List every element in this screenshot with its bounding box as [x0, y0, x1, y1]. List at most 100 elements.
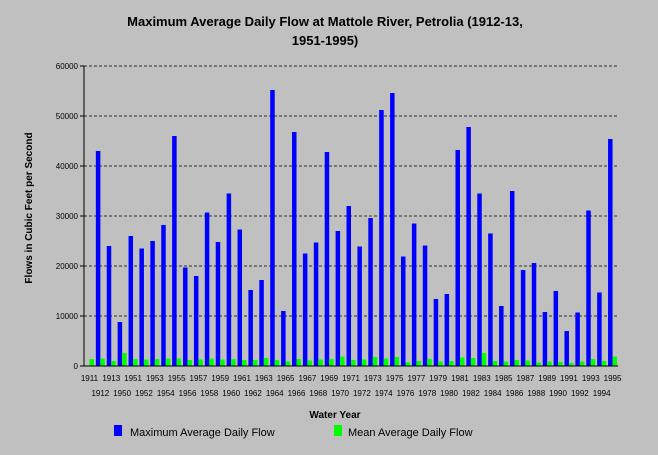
bar-max-1973-26: [368, 218, 373, 366]
bar-mean-1973-26: [372, 357, 378, 366]
bar-mean-1954-7: [165, 358, 171, 366]
bar-max-1958-11: [204, 212, 210, 366]
bar-max-1967-20: [302, 253, 308, 366]
bar-max-1976-29: [400, 256, 406, 366]
x-tick-label-1960: 1960: [222, 389, 240, 398]
bar-mean-1950-3: [122, 353, 127, 366]
bar-max-1961-14: [237, 229, 243, 366]
bar-mean-1911-0: [89, 359, 94, 366]
bar-mean-1988-41: [536, 362, 541, 366]
bar-max-1966-19: [292, 132, 297, 366]
x-tick-label-1976: 1976: [397, 389, 415, 398]
bar-mean-1979-32: [438, 361, 443, 366]
y-axis-label: Flows in Cubic Feet per Second: [24, 132, 35, 283]
bar-mean-1976-29: [405, 362, 410, 366]
y-tick-labels: 0 10000 20000 30000 40000 50000 60000: [56, 62, 84, 371]
bar-max-1955-8: [172, 136, 177, 366]
bar-mean-1952-5: [143, 359, 149, 366]
bar-mean-1983-36: [481, 353, 487, 366]
bar-mean-1961-14: [242, 360, 247, 366]
x-tick-label-1988: 1988: [527, 389, 545, 398]
bar-max-1954-7: [161, 225, 166, 366]
x-tick-label-1975: 1975: [386, 374, 404, 383]
bar-max-1964-17: [270, 90, 275, 366]
bar-max-1977-30: [411, 223, 417, 366]
bar-mean-1967-20: [307, 360, 312, 366]
bars-layer: [89, 90, 618, 366]
bar-max-1979-32: [433, 299, 439, 366]
x-tick-label-1961: 1961: [233, 374, 251, 383]
bar-mean-1994-47: [601, 361, 607, 366]
bar-mean-1984-37: [492, 361, 498, 366]
x-tick-label-1959: 1959: [211, 374, 229, 383]
x-tick-label-1967: 1967: [299, 374, 317, 383]
bar-max-1981-34: [455, 150, 460, 366]
bar-mean-1953-6: [154, 359, 160, 366]
x-tick-label-1953: 1953: [146, 374, 164, 383]
x-tick-label-1958: 1958: [200, 389, 218, 398]
bar-max-1953-6: [150, 241, 155, 366]
legend: Maximum Average Daily Flow Mean Average …: [114, 425, 473, 439]
x-tick-label-1992: 1992: [571, 389, 589, 398]
x-tick-label-1981: 1981: [451, 374, 469, 383]
x-tick-label-1911: 1911: [81, 374, 99, 383]
bar-max-1913-2: [106, 246, 112, 366]
x-tick-label-1989: 1989: [538, 374, 556, 383]
y-tick-label-5: 50000: [56, 112, 79, 121]
bar-max-1960-13: [226, 193, 232, 366]
bar-max-1985-38: [499, 306, 504, 366]
x-axis-label: Water Year: [309, 410, 360, 421]
bar-mean-1975-28: [394, 357, 400, 366]
bar-max-1983-36: [477, 193, 482, 366]
x-tick-label-1974: 1974: [375, 389, 393, 398]
legend-label-mean: Mean Average Daily Flow: [348, 427, 473, 439]
bar-max-1969-22: [324, 152, 330, 366]
bar-mean-1981-34: [459, 357, 465, 366]
x-tick-label-1978: 1978: [418, 389, 436, 398]
x-tick-label-1995: 1995: [604, 374, 622, 383]
bar-max-1986-39: [509, 191, 515, 366]
legend-swatch-mean: [334, 425, 342, 436]
bar-mean-1968-21: [318, 359, 323, 366]
legend-label-max: Maximum Average Daily Flow: [130, 427, 275, 439]
y-tick-label-1: 10000: [56, 312, 79, 321]
y-tick-label-2: 20000: [56, 262, 79, 271]
bar-mean-1971-24: [351, 360, 356, 366]
bar-mean-1974-27: [383, 358, 389, 366]
bar-mean-1962-15: [252, 360, 258, 366]
bar-mean-1991-44: [568, 363, 574, 366]
bar-max-1989-42: [542, 312, 548, 366]
x-tick-label-1950: 1950: [113, 389, 131, 398]
x-tick-label-1973: 1973: [364, 374, 382, 383]
y-tick-label-3: 30000: [56, 212, 79, 221]
x-tick-label-1951: 1951: [124, 374, 142, 383]
bar-max-1970-23: [335, 231, 341, 366]
bar-max-1984-37: [488, 233, 493, 366]
bar-max-1992-45: [575, 312, 580, 366]
bar-max-1991-44: [564, 331, 569, 366]
bar-max-1968-21: [313, 242, 319, 366]
bar-max-1988-41: [531, 263, 537, 366]
bar-max-1990-43: [553, 291, 559, 366]
bar-mean-1969-22: [329, 359, 334, 366]
bar-max-1972-25: [357, 246, 362, 366]
x-tick-label-1957: 1957: [190, 374, 208, 383]
bar-max-1957-10: [193, 276, 199, 366]
bar-mean-1955-8: [176, 358, 182, 366]
bar-max-1965-18: [281, 311, 286, 366]
x-tick-label-1955: 1955: [168, 374, 186, 383]
bar-max-1950-3: [117, 322, 123, 366]
bar-mean-1970-23: [340, 356, 345, 366]
bar-mean-1980-33: [449, 361, 454, 366]
bar-mean-1965-18: [285, 361, 291, 366]
x-tick-label-1984: 1984: [484, 389, 502, 398]
x-tick-label-1977: 1977: [407, 374, 425, 383]
x-tick-label-1954: 1954: [157, 389, 175, 398]
bar-mean-1985-38: [503, 361, 509, 366]
bar-mean-1989-42: [547, 361, 552, 366]
x-tick-label-1994: 1994: [593, 389, 611, 398]
x-tick-label-1986: 1986: [506, 389, 524, 398]
bar-max-1974-27: [379, 110, 384, 366]
bar-mean-1951-4: [133, 359, 138, 366]
